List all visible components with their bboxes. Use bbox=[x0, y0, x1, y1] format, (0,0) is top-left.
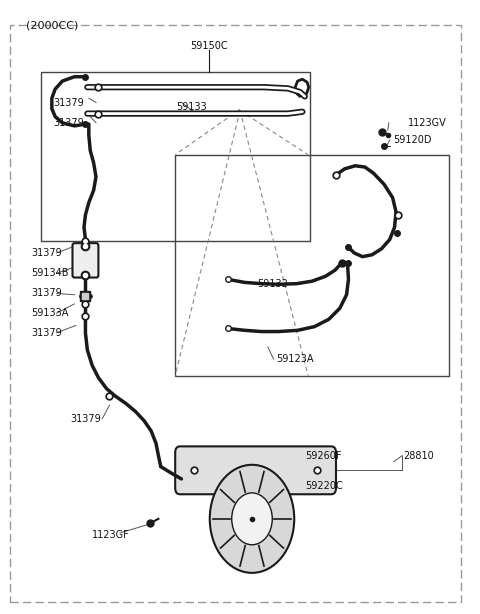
Text: 31379: 31379 bbox=[31, 289, 62, 298]
Text: 31379: 31379 bbox=[70, 414, 101, 424]
Text: 59260F: 59260F bbox=[305, 451, 341, 460]
Text: 59134B: 59134B bbox=[31, 268, 69, 278]
FancyBboxPatch shape bbox=[175, 446, 336, 494]
Text: (2000CC): (2000CC) bbox=[26, 21, 79, 31]
Text: 59133A: 59133A bbox=[31, 308, 69, 318]
Text: 28810: 28810 bbox=[403, 451, 434, 460]
Text: 1123GV: 1123GV bbox=[408, 118, 447, 128]
Text: 59220C: 59220C bbox=[305, 481, 343, 491]
Text: 59150C: 59150C bbox=[190, 41, 228, 51]
FancyBboxPatch shape bbox=[72, 243, 98, 278]
Text: 31379: 31379 bbox=[53, 118, 84, 128]
Text: 59120D: 59120D bbox=[394, 135, 432, 145]
Bar bbox=[175, 155, 449, 376]
Circle shape bbox=[232, 493, 272, 545]
Text: 1123GF: 1123GF bbox=[92, 530, 129, 540]
Text: 59133: 59133 bbox=[177, 103, 207, 112]
Circle shape bbox=[210, 465, 294, 573]
Text: 31379: 31379 bbox=[31, 328, 62, 338]
Text: 59123A: 59123A bbox=[276, 354, 313, 364]
Bar bbox=[41, 72, 310, 241]
Text: 31379: 31379 bbox=[31, 248, 62, 258]
Text: 59132: 59132 bbox=[257, 279, 288, 289]
Text: 31379: 31379 bbox=[53, 98, 84, 107]
